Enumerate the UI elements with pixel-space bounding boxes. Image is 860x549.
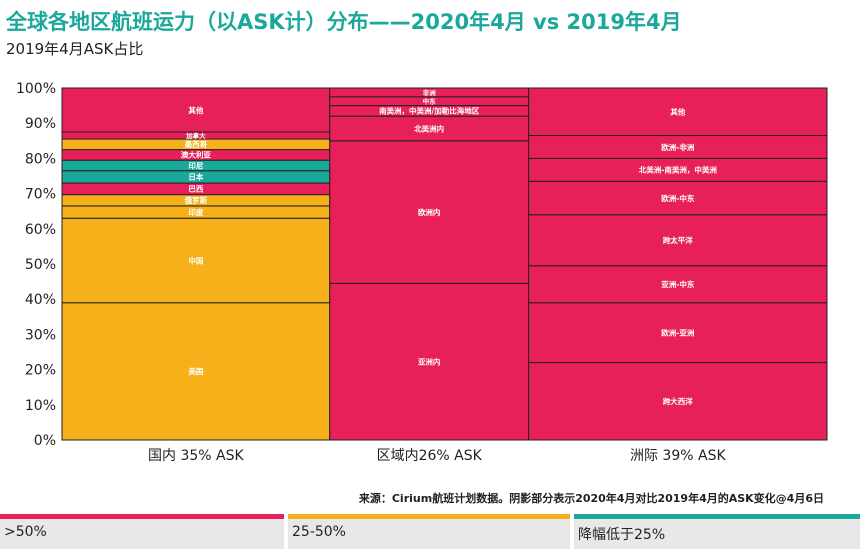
segment-label-2-欧洲-非洲: 欧洲-非洲 [661,142,695,152]
legend-label-gt50: >50% [4,524,47,540]
segment-label-2-跨太平洋: 跨太平洋 [663,235,693,245]
segment-label-1-亚洲内: 亚洲内 [418,357,441,367]
source-note: 来源：Cirium航班计划数据。阴影部分表示2020年4月对比2019年4月的A… [358,492,824,505]
y-tick-label: 40% [25,292,56,308]
segment-label-0-澳大利亚: 澳大利亚 [181,150,211,160]
segment-2-其他 [528,87,828,137]
segment-2-欧洲-中东 [528,180,828,216]
legend-label-lt25: 降幅低于25% [578,527,666,543]
y-tick-label: 80% [25,151,56,167]
legend-swatch-25-50 [288,514,570,519]
segment-2-跨大西洋 [528,362,828,441]
y-tick-label: 90% [25,116,56,132]
segment-label-0-印度: 印度 [188,207,203,217]
chart-subtitle: 2019年4月ASK占比 [6,40,144,58]
y-tick-label: 0% [34,433,56,449]
segment-label-1-中东: 中东 [423,97,437,106]
legend: >50% 25-50% 降幅低于25% [0,514,860,549]
column-label-1: 区域内26% ASK [377,448,483,464]
column-label-2: 洲际 39% ASK [630,448,726,464]
legend-swatch-lt25 [574,514,860,519]
legend-item-lt25: 降幅低于25% [574,514,860,549]
marimekko-chart: 0% 10% 20% 30% 40% 50% 60% 70% 80% 90% 100% 美国 中国 印度 俄… [16,81,828,464]
segment-2-亚洲-中东 [528,265,828,304]
segment-label-2-跨大西洋: 跨大西洋 [663,396,693,406]
segment-label-1-北美洲内: 北美洲内 [414,123,444,133]
segment-label-1-欧洲内: 欧洲内 [418,207,441,217]
segment-label-1-南美洲-中美洲-加勒比海地区: 南美洲，中美洲/加勒比海地区 [379,106,480,116]
segment-label-2-北美洲-南美洲-中美洲: 北美洲-南美洲，中美洲 [639,165,718,175]
segment-label-0-印尼: 印尼 [188,160,203,170]
y-tick-label: 50% [25,257,56,273]
legend-label-25-50: 25-50% [292,524,346,540]
column-label-0: 国内 35% ASK [148,448,244,464]
legend-item-25-50: 25-50% [288,514,570,549]
legend-swatch-gt50 [0,514,284,519]
segment-label-2-欧洲-亚洲: 欧洲-亚洲 [661,327,695,337]
y-tick-label: 60% [25,222,56,238]
segment-label-0-墨西哥: 墨西哥 [185,139,208,149]
legend-item-gt50: >50% [0,514,284,549]
segment-label-0-巴西: 巴西 [188,185,203,194]
y-tick-label: 70% [25,187,56,203]
segment-label-2-欧洲-中东: 欧洲-中东 [661,193,695,203]
segment-label-0-加拿大: 加拿大 [185,131,206,140]
segment-label-1-非洲: 非洲 [423,88,437,97]
segment-label-0-俄罗斯: 俄罗斯 [184,195,208,205]
segment-label-0-中国: 中国 [188,255,203,265]
y-tick-label: 10% [25,398,56,414]
segment-label-0-其他: 其他 [188,105,203,115]
segment-label-0-日本: 日本 [188,172,203,182]
y-tick-label: 20% [25,363,56,379]
segment-label-0-美国: 美国 [188,366,203,376]
segment-label-2-亚洲-中东: 亚洲-中东 [661,279,695,289]
segment-2-跨太平洋 [528,214,828,267]
segment-1-北美洲内 [329,115,530,142]
segment-1-欧洲内 [329,140,530,284]
segment-0-美国 [61,302,331,441]
chart-title: 全球各地区航班运力（以ASK计）分布——2020年4月 vs 2019年4月 [6,10,682,34]
y-tick-label: 30% [25,327,56,343]
y-tick-label: 100% [16,81,56,97]
segment-0-其他 [61,87,331,133]
segment-label-2-其他: 其他 [670,107,685,117]
